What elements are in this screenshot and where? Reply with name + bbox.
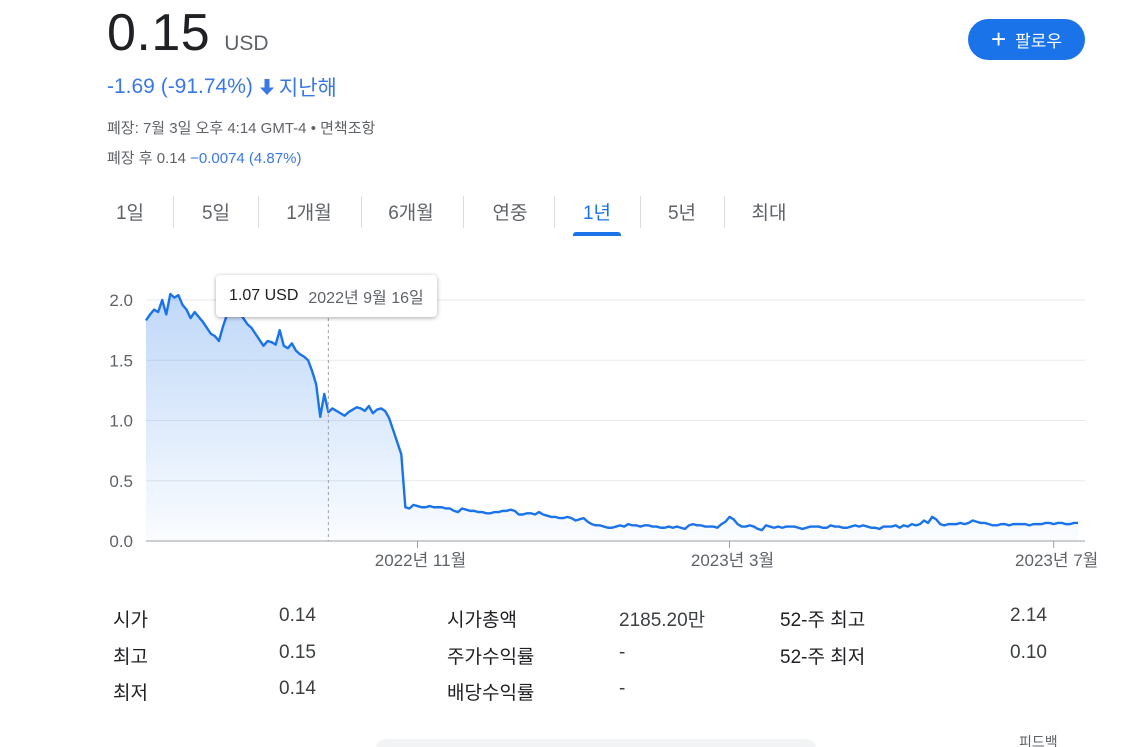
- stat-value-52w-low: 0.10: [1010, 642, 1047, 663]
- x-tick-label: 2023년 7월: [1015, 551, 1098, 570]
- disclaimer-link[interactable]: 면책조항: [320, 120, 376, 137]
- stat-label-pe-ratio: 주가수익률: [447, 647, 535, 668]
- tab-divider: [258, 196, 259, 228]
- stat-label-dividend-yield: 배당수익률: [447, 683, 535, 704]
- closed-prefix: 폐장:: [107, 120, 143, 137]
- tab-6m[interactable]: 6개월: [388, 203, 434, 224]
- separator: •: [306, 120, 321, 137]
- stat-value-market-cap: 2185.20만: [619, 610, 706, 631]
- tab-ytd[interactable]: 연중: [492, 203, 528, 224]
- price-change: -1.69 (-91.74%) 지난해: [107, 72, 337, 102]
- feedback-link[interactable]: 피드백: [1019, 734, 1058, 747]
- stat-value-pe-ratio: -: [619, 642, 626, 663]
- tab-1y[interactable]: 1년: [573, 192, 621, 236]
- stat-value-high: 0.15: [279, 642, 316, 663]
- tooltip-price: 1.07 USD: [229, 287, 299, 304]
- tab-1m[interactable]: 1개월: [286, 203, 332, 224]
- stat-value-52w-high: 2.14: [1010, 605, 1047, 626]
- chart-tooltip: 1.07 USD 2022년 9월 16일: [216, 275, 437, 317]
- y-tick-label: 0.5: [109, 472, 133, 491]
- after-hours-change: −0.0074 (4.87%): [190, 150, 302, 167]
- stat-label-52w-low: 52-주 최저: [780, 647, 866, 668]
- tab-divider: [361, 196, 362, 228]
- y-tick-label: 2.0: [109, 291, 133, 310]
- bottom-search-bar[interactable]: [376, 739, 816, 747]
- tab-5d[interactable]: 5일: [201, 203, 231, 224]
- price-area: [146, 293, 1078, 541]
- change-text: -1.69 (-91.74%): [107, 75, 253, 98]
- y-tick-label: 0.0: [109, 532, 133, 551]
- stat-value-open: 0.14: [279, 605, 316, 626]
- tab-5y[interactable]: 5년: [667, 203, 697, 224]
- y-tick-label: 1.0: [109, 412, 133, 431]
- tab-1d[interactable]: 1일: [115, 203, 145, 224]
- price-chart[interactable]: 2.0 1.5 1.0 0.5 0.0 2022년 11월 2023년 3월 2023년 7월: [100, 270, 1139, 590]
- stat-label-open: 시가: [113, 610, 148, 631]
- after-hours-line: 폐장 후 0.14 −0.0074 (4.87%): [107, 147, 301, 168]
- tab-divider: [640, 196, 641, 228]
- stat-value-dividend-yield: -: [619, 678, 626, 699]
- stat-label-low: 최저: [113, 683, 148, 704]
- stat-label-market-cap: 시가총액: [447, 610, 517, 631]
- stat-label-high: 최고: [113, 647, 148, 668]
- y-tick-label: 1.5: [109, 351, 133, 370]
- stats-table: 시가 0.14 최고 0.15 최저 0.14 시가총액 2185.20만 주가…: [113, 605, 1073, 715]
- price-value: 0.15: [107, 4, 211, 62]
- tab-max[interactable]: 최대: [751, 203, 787, 224]
- follow-button-label: 팔로우: [1015, 32, 1063, 51]
- after-hours-prefix: 폐장 후: [107, 150, 157, 167]
- tab-divider: [554, 196, 555, 228]
- plus-icon: +: [990, 23, 1007, 54]
- tab-divider: [173, 196, 174, 228]
- arrow-down-icon: [259, 78, 275, 96]
- market-closed-line: 폐장: 7월 3일 오후 4:14 GMT-4 • 면책조항: [107, 117, 375, 138]
- x-tick-label: 2023년 3월: [691, 551, 774, 570]
- tab-divider: [724, 196, 725, 228]
- stat-value-low: 0.14: [279, 678, 316, 699]
- after-hours-price: 0.14: [156, 150, 186, 167]
- closed-time: 7월 3일 오후 4:14 GMT-4: [142, 120, 307, 137]
- price-line: [145, 292, 1078, 532]
- tooltip-date: 2022년 9월 16일: [308, 290, 424, 307]
- follow-button[interactable]: + 팔로우: [968, 19, 1085, 60]
- change-period: 지난해: [278, 77, 337, 100]
- tab-divider: [463, 196, 464, 228]
- price-currency: USD: [224, 32, 269, 55]
- stat-label-52w-high: 52-주 최고: [780, 610, 866, 631]
- chart-svg: 2.0 1.5 1.0 0.5 0.0 2022년 11월 2023년 3월 2023년 7월: [109, 291, 1098, 570]
- price-block: 0.15 USD: [107, 0, 269, 66]
- x-tick-label: 2022년 11월: [375, 551, 466, 570]
